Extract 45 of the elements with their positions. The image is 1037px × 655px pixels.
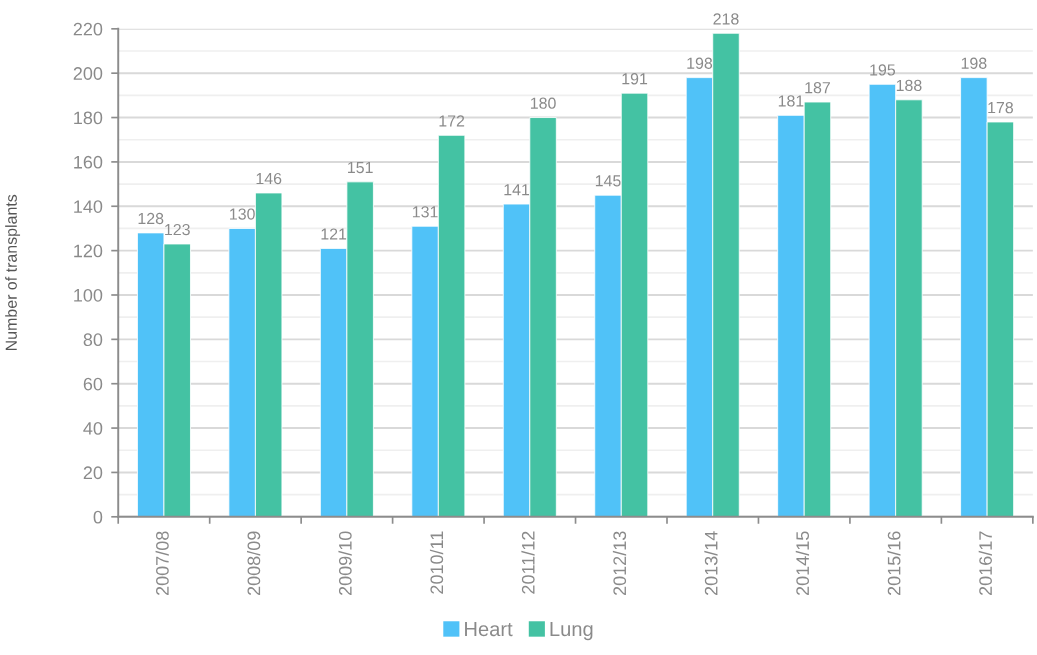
y-tick-label: 120: [74, 244, 103, 258]
x-tick-label: 2010/11: [429, 531, 444, 594]
x-tick-label: 2013/14: [704, 531, 718, 596]
data-label: 141: [504, 184, 530, 196]
data-label: 145: [595, 175, 621, 187]
data-label: 188: [896, 79, 922, 92]
x-tick-label: 2011/12: [521, 531, 535, 594]
y-tick-label: 80: [83, 333, 103, 347]
data-label: 130: [230, 208, 255, 220]
y-tick-label: 40: [83, 422, 103, 435]
data-label: 181: [778, 95, 804, 107]
data-label: 151: [348, 162, 373, 174]
data-label: 195: [870, 64, 896, 76]
data-label: 146: [256, 172, 282, 185]
y-tick-label: 160: [74, 155, 103, 169]
data-label: 131: [412, 206, 438, 218]
data-label: 198: [687, 57, 713, 69]
data-label: 121: [321, 228, 347, 240]
y-tick-label: 0: [93, 510, 103, 524]
legend-label: Lung: [550, 622, 593, 641]
y-tick-label: 180: [74, 111, 103, 125]
x-tick-label: 2012/13: [612, 531, 627, 596]
y-axis-title: Number of transplants: [5, 194, 21, 351]
y-tick-label: 220: [73, 22, 103, 36]
data-label: 123: [165, 223, 190, 236]
x-tick-label: 2009/10: [338, 531, 352, 596]
data-label: 172: [439, 115, 465, 127]
data-label: 187: [805, 81, 830, 94]
legend-label: Heart: [465, 622, 513, 637]
data-label: 180: [530, 97, 556, 109]
y-tick-label: 60: [83, 377, 103, 391]
data-label: 178: [988, 101, 1014, 114]
y-tick-label: 20: [83, 466, 103, 480]
data-label: 128: [138, 212, 164, 225]
y-tick-label: 140: [74, 200, 103, 213]
x-tick-label: 2016/17: [978, 531, 992, 596]
y-tick-label: 200: [73, 67, 103, 80]
x-tick-label: 2008/09: [247, 531, 261, 596]
x-tick-label: 2014/15: [795, 531, 810, 596]
x-tick-label: 2007/08: [155, 531, 169, 596]
y-tick-label: 100: [74, 288, 103, 302]
data-label: 198: [961, 57, 987, 69]
data-label: 191: [622, 73, 648, 85]
data-label: 218: [713, 13, 739, 25]
x-tick-label: 2015/16: [887, 531, 901, 596]
